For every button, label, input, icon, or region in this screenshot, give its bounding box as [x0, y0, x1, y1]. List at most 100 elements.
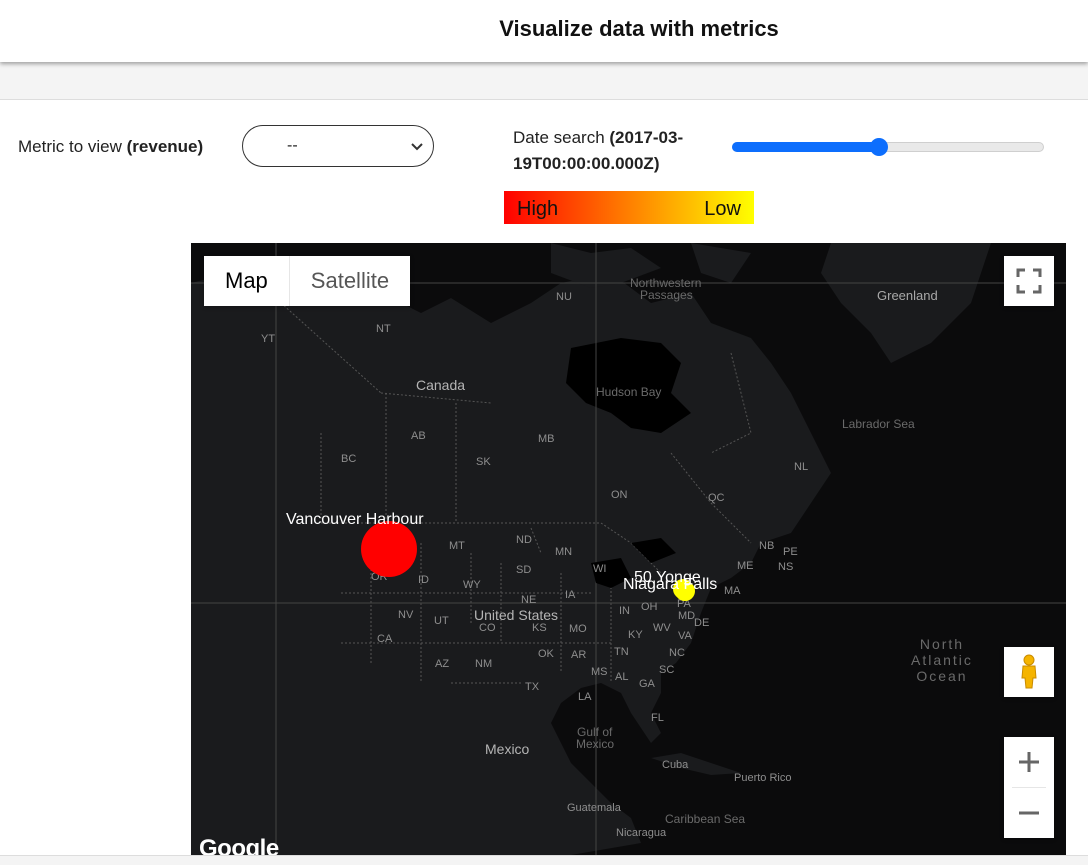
map-label-gulf-of: Gulf of	[577, 725, 613, 739]
plus-icon	[1019, 752, 1039, 772]
map-label-mt: MT	[449, 540, 465, 552]
map-label-tn: TN	[614, 646, 629, 658]
map-label-qc: QC	[708, 492, 725, 504]
metric-label: Metric to view (revenue)	[18, 137, 203, 157]
map-label-hudson-bay: Hudson Bay	[596, 385, 662, 399]
metric-label-unit: (revenue)	[126, 137, 204, 156]
map-label-ks: KS	[532, 622, 547, 634]
map-label-md: MD	[678, 610, 696, 622]
greenland-land	[821, 243, 991, 363]
map-label-la: LA	[578, 691, 592, 703]
map-label-sk: SK	[476, 456, 491, 468]
metric-select-value: --	[287, 137, 298, 154]
minus-icon	[1019, 811, 1039, 815]
color-legend: High Low	[504, 191, 754, 224]
marker-label-niagara-falls: Niagara Falls	[623, 576, 718, 593]
zoom-divider	[1012, 787, 1046, 788]
fullscreen-button[interactable]	[1004, 256, 1054, 306]
map-label-nm: NM	[475, 658, 493, 670]
map-label-nu: NU	[556, 291, 572, 303]
map-label-me: ME	[737, 560, 754, 572]
map-label-ar: AR	[571, 649, 587, 661]
map-label-north-atlantic-ocean: North Atlantic Ocean	[911, 636, 973, 684]
ocean-line-2: Atlantic	[911, 652, 973, 668]
map-label-ns: NS	[778, 561, 794, 573]
map-type-satellite-button[interactable]: Satellite	[310, 268, 390, 293]
map-label-sc: SC	[659, 664, 675, 676]
pegman-icon	[1021, 654, 1037, 689]
map-label-bc: BC	[341, 453, 357, 465]
map-label-nl: NL	[794, 461, 809, 473]
map-label-yt: YT	[261, 333, 276, 345]
slider-thumb[interactable]	[869, 138, 888, 156]
map-label-pe: PE	[783, 546, 798, 558]
zoom-control	[1004, 737, 1054, 838]
map-label-wi: WI	[593, 563, 607, 575]
map-label-guatemala: Guatemala	[567, 802, 621, 814]
date-value: (2017-03-19T00:00:00.000Z)	[513, 128, 684, 173]
metric-label-text: Metric to view	[18, 137, 127, 156]
map-label-canada: Canada	[416, 377, 466, 393]
date-label-text: Date search	[513, 128, 610, 147]
map-label-ma: MA	[724, 585, 741, 597]
ocean-line-3: Ocean	[916, 668, 968, 684]
page-title: Visualize data with metrics	[499, 16, 779, 41]
map-label-va: VA	[678, 630, 692, 642]
zoom-in-button[interactable]	[1004, 737, 1054, 787]
map-label-az: AZ	[435, 658, 450, 670]
map-label-puerto-rico: Puerto Rico	[734, 772, 792, 784]
marker-vancouver-harbour[interactable]	[361, 521, 417, 577]
map-label-id: ID	[418, 574, 429, 586]
ocean-line-1: North	[919, 636, 965, 652]
map-label-ga: GA	[639, 678, 655, 690]
marker-niagara-falls[interactable]	[675, 581, 695, 601]
map-label-wy: WY	[463, 579, 481, 591]
map-view[interactable]: NU NT YT Canada AB BC MB SK ON QC NL NB …	[191, 243, 1066, 855]
map-label-sd: SD	[516, 564, 532, 576]
map-type-control: Map Satellite	[204, 256, 411, 306]
map-basemap[interactable]	[191, 243, 1066, 855]
map-label-nicaragua: Nicaragua	[616, 827, 667, 839]
map-label-al: AL	[615, 671, 629, 683]
street-view-button[interactable]	[1004, 647, 1054, 697]
map-label-nb: NB	[759, 540, 775, 552]
map-markers	[361, 521, 695, 601]
metric-select[interactable]: --	[242, 125, 434, 167]
date-slider[interactable]	[732, 138, 1044, 156]
map-label-on: ON	[611, 489, 628, 501]
map-label-ut: UT	[434, 615, 449, 627]
map-label-co: CO	[479, 622, 496, 634]
arctic-islands	[551, 243, 751, 288]
bottom-strip	[0, 855, 1088, 865]
zoom-out-button[interactable]	[1004, 788, 1054, 838]
map-label-mexico: Mexico	[485, 741, 530, 757]
graticule	[191, 243, 1066, 855]
map-label-labrador-sea: Labrador Sea	[842, 417, 915, 431]
map-label-pa: PA	[677, 598, 691, 610]
map-label-ab: AB	[411, 430, 426, 442]
map-label-in: IN	[619, 605, 630, 617]
legend-high: High	[517, 198, 559, 220]
map-label-mn: MN	[555, 546, 573, 558]
map-label-passages: Passages	[640, 288, 693, 302]
map-label-oh: OH	[641, 601, 658, 613]
date-label: Date search (2017-03-19T00:00:00.000Z)	[513, 125, 718, 177]
map-label-nd: ND	[516, 534, 532, 546]
map-label-tx: TX	[525, 681, 540, 693]
map-label-de: DE	[694, 617, 710, 629]
map-label-wv: WV	[653, 622, 671, 634]
map-label-greenland: Greenland	[877, 288, 938, 303]
map-type-map-button[interactable]: Map	[204, 256, 290, 306]
marker-label-50-yonge: 50 Yonge	[634, 569, 701, 586]
fullscreen-icon	[1016, 268, 1042, 294]
map-label-fl: FL	[651, 712, 664, 724]
map-label-northwestern: Northwestern	[630, 276, 702, 290]
marker-label-vancouver-harbour: Vancouver Harbour	[286, 511, 424, 528]
map-label-nt: NT	[376, 323, 391, 335]
google-logo: Google	[199, 835, 279, 855]
map-label-ne: NE	[521, 594, 537, 606]
hudson-bay	[566, 338, 691, 433]
map-label-ok: OK	[538, 648, 554, 660]
map-label-nc: NC	[669, 647, 685, 659]
toolbar-strip	[0, 62, 1088, 100]
